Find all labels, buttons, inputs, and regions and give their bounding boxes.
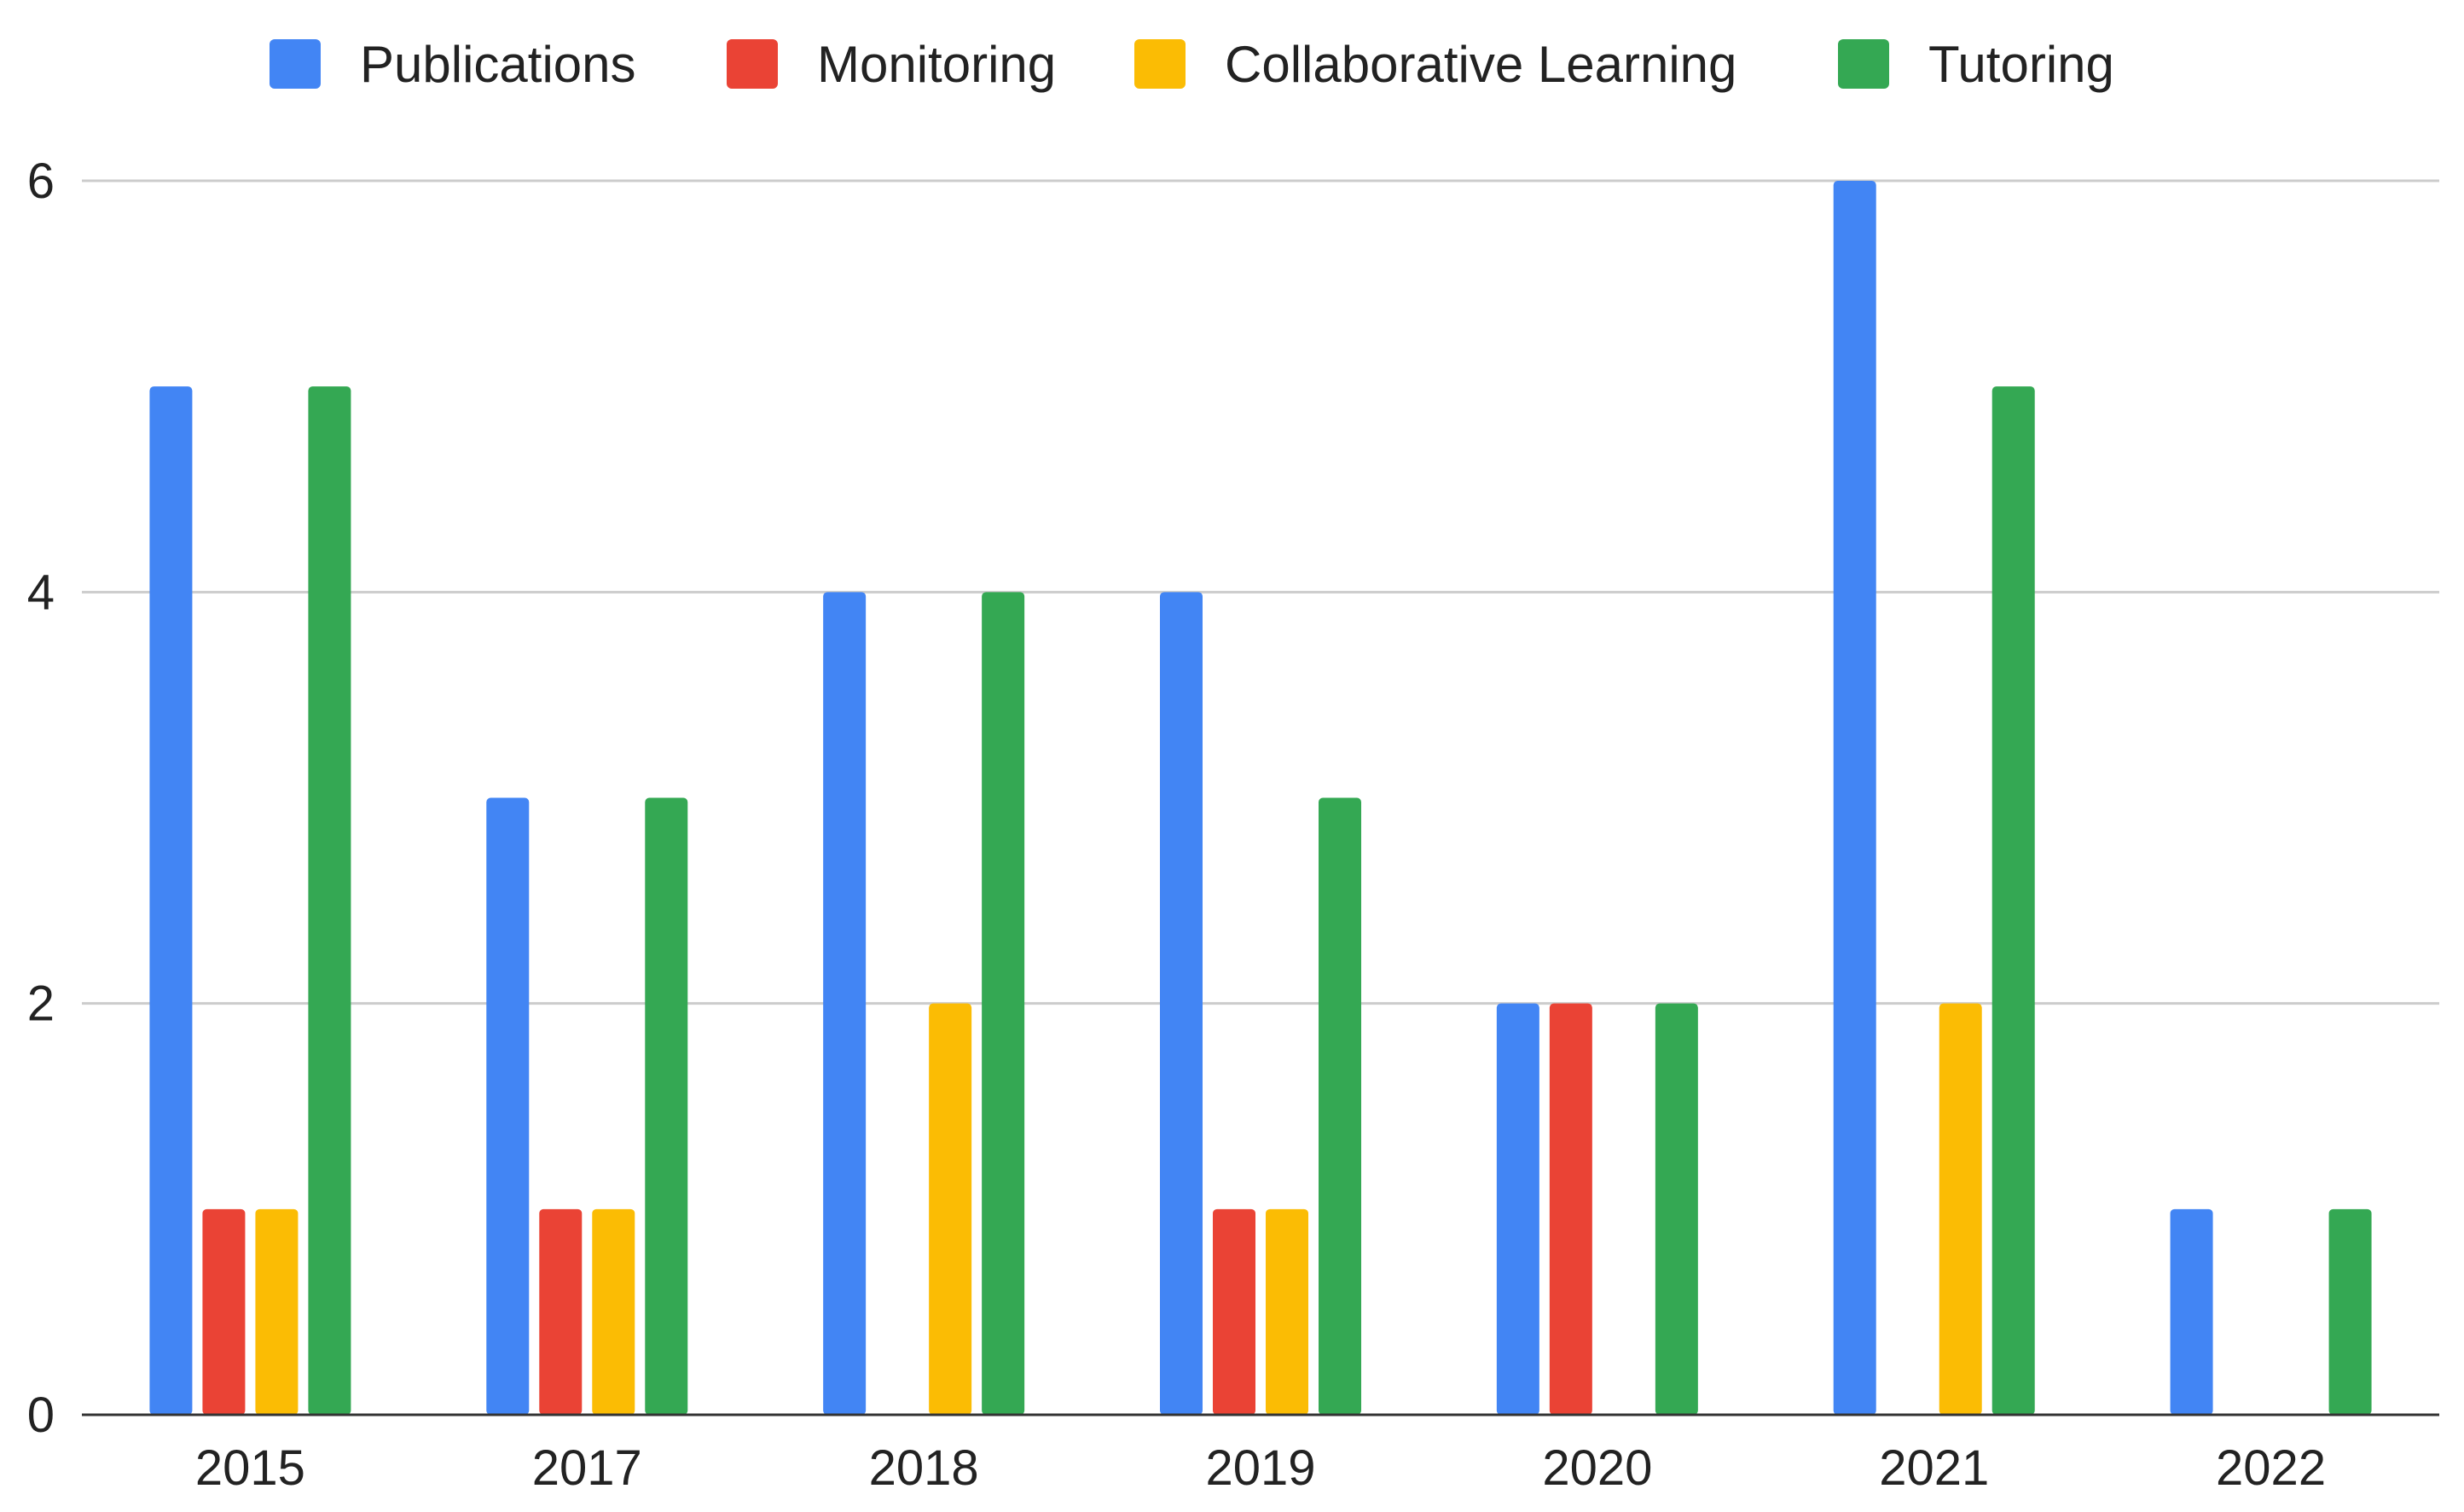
x-tick-label: 2021 <box>1879 1440 1989 1496</box>
bar-monitoring-2019 <box>1213 1208 1255 1415</box>
bar-publications-2020 <box>1496 1003 1539 1415</box>
legend-swatch-tutoring <box>1838 39 1889 89</box>
y-tick-label: 4 <box>27 565 55 620</box>
x-tick-label: 2015 <box>195 1440 305 1496</box>
x-tick-label: 2020 <box>1542 1440 1652 1496</box>
bar-collaborative-learning-2015 <box>255 1208 299 1415</box>
x-tick-label: 2018 <box>869 1440 979 1496</box>
legend-label-tutoring: Tutoring <box>1928 36 2114 93</box>
bar-publications-2017 <box>486 797 530 1415</box>
bar-publications-2019 <box>1160 592 1203 1415</box>
bar-tutoring-2022 <box>2328 1208 2372 1415</box>
y-tick-label: 0 <box>27 1387 55 1443</box>
bar-tutoring-2021 <box>1991 386 2035 1416</box>
y-tick-label: 2 <box>27 976 55 1032</box>
legend-swatch-publications <box>270 39 321 89</box>
bar-collaborative-learning-2018 <box>929 1003 972 1415</box>
bar-monitoring-2017 <box>539 1208 583 1415</box>
bar-publications-2015 <box>149 386 193 1416</box>
x-tick-label: 2019 <box>1205 1440 1315 1496</box>
y-tick-label: 6 <box>27 154 55 209</box>
axes: 0 2 4 6 2015 2017 2018 2019 2020 2021 2022 <box>27 154 2439 1496</box>
bar-publications-2022 <box>2170 1208 2213 1415</box>
legend-swatch-monitoring <box>727 39 778 89</box>
bars <box>149 181 2372 1416</box>
bar-collaborative-learning-2021 <box>1939 1003 1982 1415</box>
legend: Publications Monitoring Collaborative Lear… <box>270 36 2114 93</box>
x-tick-label: 2017 <box>532 1440 642 1496</box>
legend-label-collaborative-learning: Collaborative Learning <box>1225 36 1736 93</box>
bar-tutoring-2018 <box>982 592 1025 1415</box>
legend-label-publications: Publications <box>360 36 636 93</box>
bar-tutoring-2015 <box>308 386 351 1416</box>
legend-label-monitoring: Monitoring <box>817 36 1056 93</box>
bar-publications-2021 <box>1833 181 1876 1415</box>
bar-tutoring-2019 <box>1319 797 1361 1415</box>
legend-swatch-collaborative-learning <box>1134 39 1186 89</box>
bar-tutoring-2020 <box>1655 1003 1698 1415</box>
bar-monitoring-2020 <box>1549 1003 1592 1415</box>
bar-collaborative-learning-2019 <box>1266 1208 1308 1415</box>
bar-publications-2018 <box>823 592 867 1415</box>
bar-tutoring-2017 <box>645 797 688 1415</box>
bar-collaborative-learning-2017 <box>592 1208 635 1415</box>
bar-monitoring-2015 <box>202 1208 246 1415</box>
x-tick-label: 2022 <box>2216 1440 2326 1496</box>
gridlines <box>82 179 2439 1005</box>
